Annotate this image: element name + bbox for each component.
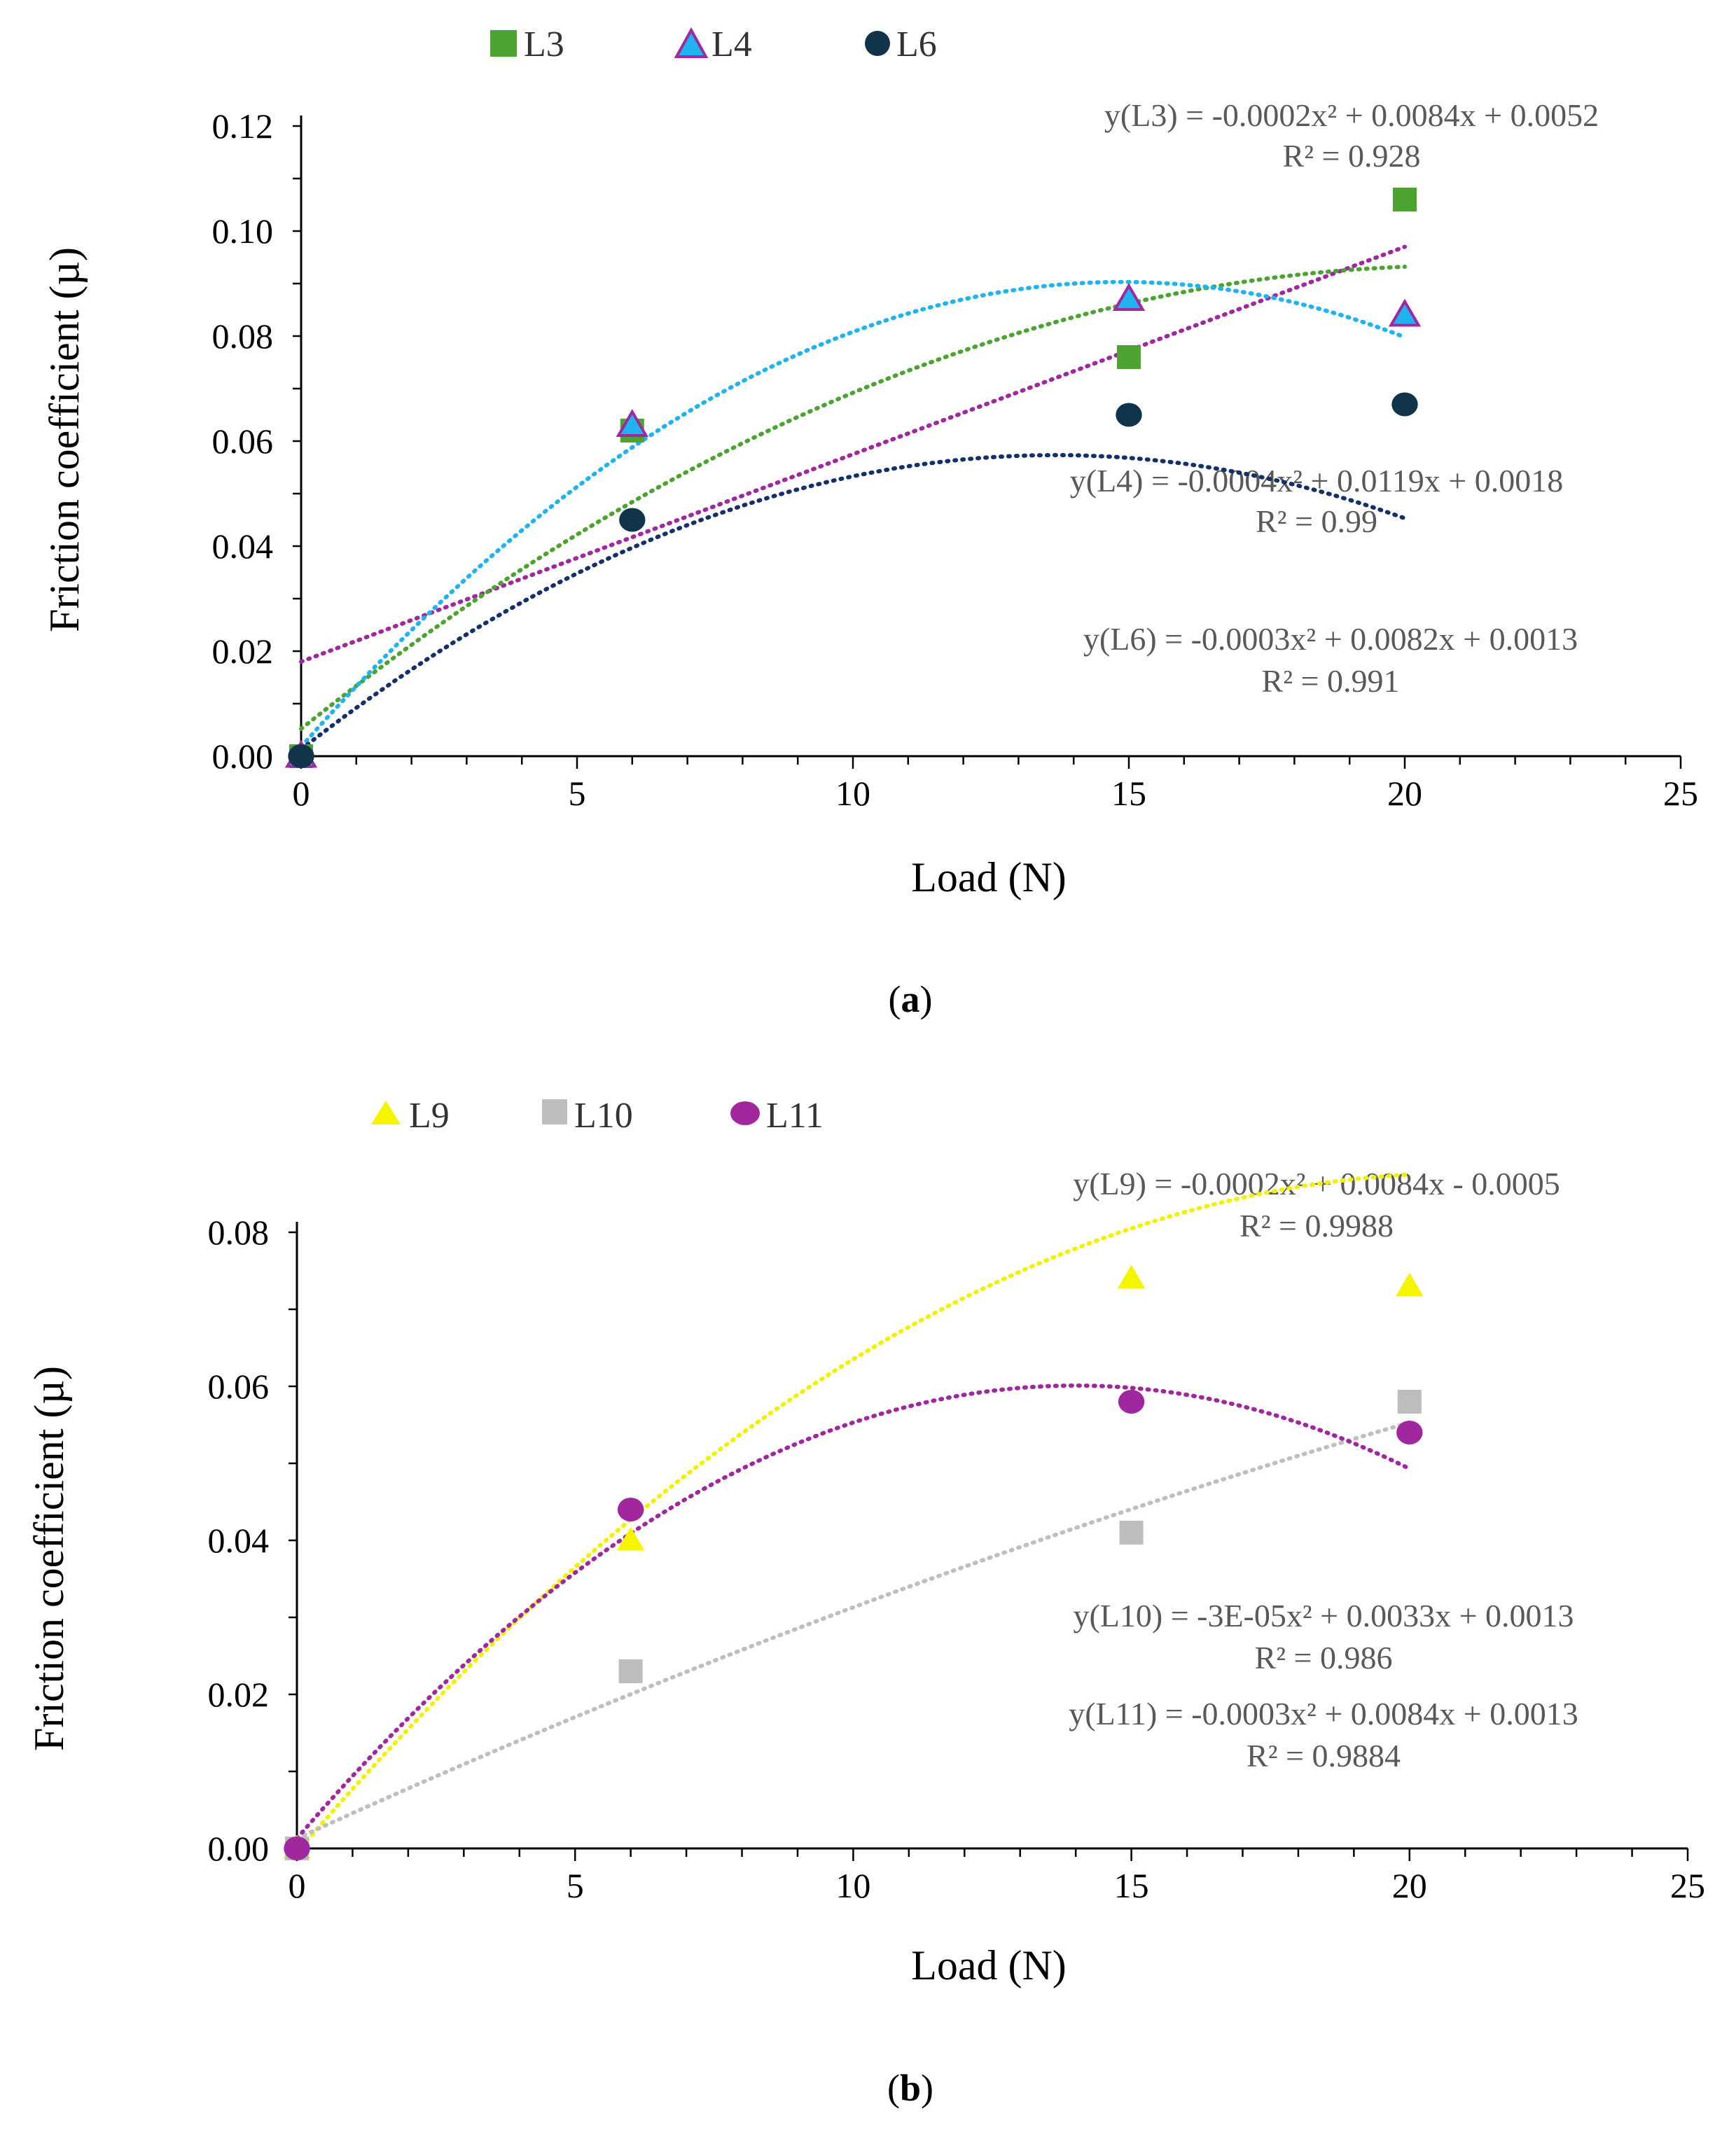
- chart-panel-b: L9 L10 L11 y(L9) = -0.0002x² + 0.0084x -…: [26, 1096, 1705, 2109]
- y-tick-label-b: 0.02: [208, 1675, 270, 1714]
- r2-l6: R² = 0.991: [1262, 663, 1400, 699]
- equation-l6: y(L6) = -0.0003x² + 0.0082x + 0.0013: [1083, 621, 1578, 657]
- point-l4-2: [1112, 283, 1146, 312]
- r2-l9: R² = 0.9988: [1239, 1208, 1394, 1243]
- x-tick-label-b: 20: [1392, 1866, 1427, 1905]
- legend-label-l10: L10: [574, 1096, 633, 1136]
- point-l9-1: [616, 1526, 645, 1551]
- panel-label-b: (b): [887, 2067, 933, 2109]
- point-l11-2: [1118, 1390, 1145, 1414]
- legend-label-l9: L9: [409, 1096, 450, 1136]
- y-tick-label-b: 0.00: [208, 1829, 270, 1868]
- point-l6-3: [1391, 392, 1418, 417]
- panel-label-a: (a): [889, 978, 933, 1020]
- point-l10-3: [1397, 1390, 1422, 1414]
- y-axis-title-b: Friction coefficient (µ): [26, 1366, 72, 1751]
- point-l4-1: [616, 409, 648, 438]
- r2-l3: R² = 0.928: [1283, 138, 1421, 174]
- point-l3-2: [1117, 345, 1141, 369]
- y-tick-label-b: 0.06: [208, 1367, 270, 1406]
- y-tick-label-a: 0.04: [212, 527, 274, 566]
- legend-a: L3 L4 L6: [490, 25, 937, 64]
- y-tick-label-b: 0.04: [208, 1521, 270, 1560]
- equation-l3: y(L3) = -0.0002x² + 0.0084x + 0.0052: [1104, 97, 1599, 133]
- equation-l9: y(L9) = -0.0002x² + 0.0084x - 0.0005: [1073, 1166, 1560, 1201]
- legend-label-l6: L6: [896, 25, 937, 64]
- trendline-l11: [295, 1383, 1412, 1841]
- r2-l4: R² = 0.99: [1256, 503, 1377, 539]
- point-l10-1: [618, 1659, 643, 1683]
- plot-area-b: 0 5 10 15 20 25 0.00 0.02 0.04 0.06 0.08: [208, 1172, 1705, 1905]
- x-tick-label-b: 25: [1670, 1866, 1705, 1905]
- trendline-l6: [299, 452, 1407, 752]
- legend-marker-l11: [730, 1101, 760, 1125]
- y-tick-label-a: 0.02: [212, 632, 274, 671]
- x-axis-title-a: Load (N): [911, 854, 1067, 900]
- x-tick-label-b: 5: [567, 1866, 584, 1905]
- point-l9-2: [1117, 1264, 1146, 1289]
- point-l6-0: [288, 744, 314, 768]
- trendline-l10: [295, 1420, 1412, 1841]
- legend-marker-l3: [490, 30, 517, 57]
- x-axis-title-b: Load (N): [911, 1942, 1067, 1988]
- trendline-l3: [299, 265, 1407, 731]
- y-axis-title-a: Friction coefficient (µ): [41, 247, 88, 632]
- chart-panel-a: L3 L4 L6 y(L3) = -0.0002x² + 0.0084x + 0…: [41, 25, 1698, 1020]
- point-l9-3: [1396, 1272, 1424, 1297]
- x-tick-label-a: 15: [1111, 774, 1146, 813]
- point-l10-2: [1119, 1521, 1144, 1545]
- y-tick-label-a: 0.08: [212, 316, 274, 356]
- x-tick-label-b: 15: [1114, 1866, 1149, 1905]
- y-tick-label-a: 0.06: [212, 421, 274, 461]
- trendline-l9: [295, 1172, 1412, 1855]
- point-l11-1: [617, 1498, 644, 1521]
- point-l4-3: [1388, 298, 1422, 327]
- plot-area-a: 0 5 10 15 20 25 0.00 0.02 0.04 0.06 0.08 0.10 0.12: [212, 106, 1699, 813]
- point-l11-3: [1396, 1421, 1423, 1444]
- x-tick-label-b: 10: [835, 1866, 870, 1905]
- equation-l10: y(L10) = -3E-05x² + 0.0033x + 0.0013: [1073, 1598, 1574, 1633]
- point-l6-1: [619, 508, 646, 532]
- legend-label-l11: L11: [766, 1096, 824, 1136]
- y-tick-label-a: 0.00: [212, 737, 274, 776]
- linear-trendline-a: [299, 244, 1407, 664]
- legend-marker-l10: [542, 1099, 567, 1124]
- trendline-l4: [299, 279, 1407, 749]
- x-tick-label-a: 25: [1663, 774, 1698, 813]
- legend-marker-l4: [674, 27, 709, 58]
- point-l6-2: [1116, 403, 1142, 427]
- equation-l4: y(L4) = -0.0004x² + 0.0119x + 0.0018: [1070, 463, 1563, 499]
- x-tick-label-a: 0: [293, 774, 310, 813]
- x-tick-label-a: 10: [835, 774, 870, 813]
- x-tick-label-a: 20: [1387, 774, 1422, 813]
- legend-marker-l9: [371, 1101, 401, 1124]
- legend-marker-l6: [865, 31, 890, 56]
- x-tick-label-b: 0: [289, 1866, 306, 1905]
- legend-label-l4: L4: [711, 25, 752, 64]
- y-tick-label-b: 0.08: [208, 1213, 270, 1252]
- x-tick-label-a: 5: [569, 774, 586, 813]
- y-tick-label-a: 0.10: [212, 211, 274, 251]
- r2-l10: R² = 0.986: [1255, 1640, 1393, 1675]
- legend-b: L9 L10 L11: [371, 1096, 824, 1136]
- y-tick-label-a: 0.12: [212, 106, 274, 146]
- point-l11-0: [284, 1837, 310, 1860]
- legend-label-l3: L3: [524, 25, 564, 64]
- point-l3-3: [1393, 188, 1417, 211]
- equation-l11: y(L11) = -0.0003x² + 0.0084x + 0.0013: [1069, 1696, 1578, 1732]
- r2-l11: R² = 0.9884: [1247, 1738, 1401, 1774]
